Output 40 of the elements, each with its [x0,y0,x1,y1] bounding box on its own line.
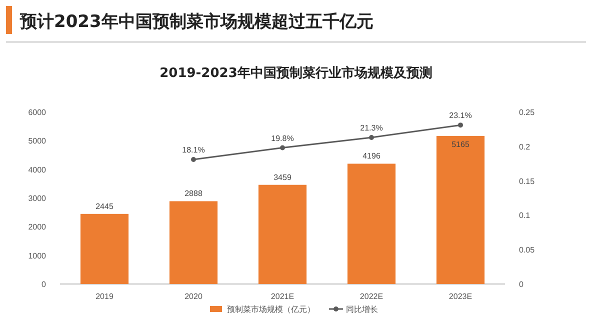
chart-subtitle: 2019-2023年中国预制菜行业市场规模及预测 [160,65,432,81]
x-tick-label: 2023E [448,292,472,301]
x-tick-label: 2019 [96,292,114,301]
y2-tick-label: 0.15 [519,176,536,186]
x-tick-label: 2022E [360,292,384,301]
y2-tick-label: 0.2 [519,142,531,152]
y-tick-label: 3000 [28,194,47,203]
x-tick-label: 2021E [270,292,294,301]
data-label: 21.3% [360,123,383,132]
legend-label: 同比增长 [346,305,378,314]
y-tick-label: 0 [42,280,47,289]
y-tick-label: 1000 [28,251,47,260]
y2-tick-label: 0.05 [519,246,536,255]
y-tick-label: 2000 [28,222,47,232]
data-label: 2445 [96,202,114,211]
y2-tick-label: 0.25 [519,108,536,117]
bar [169,201,218,284]
data-label: 18.1% [182,145,205,154]
point [280,145,285,150]
data-label: 5165 [452,140,470,149]
y-tick-label: 6000 [28,108,47,117]
data-label: 2888 [184,189,203,198]
point [191,156,196,162]
bar [347,164,396,284]
y-tick-label: 4000 [28,165,47,174]
data-label: 3459 [274,172,292,182]
x-tick-label: 2020 [184,292,203,301]
bar [436,136,485,284]
legend-label: 预制菜市场规模（亿元） [227,305,315,314]
chart-title: 预计2023年中国预制菜市场规模超过五千亿元 [19,12,374,32]
y2-tick-label: 0 [519,280,524,289]
point [458,122,463,128]
y2-tick-label: 0.1 [519,211,531,220]
bar [80,214,129,284]
data-label: 19.8% [271,134,294,143]
y-tick-label: 5000 [28,136,47,146]
bar [258,184,307,284]
data-label: 4196 [362,152,381,161]
point [369,134,374,140]
data-label: 23.1% [449,111,472,120]
